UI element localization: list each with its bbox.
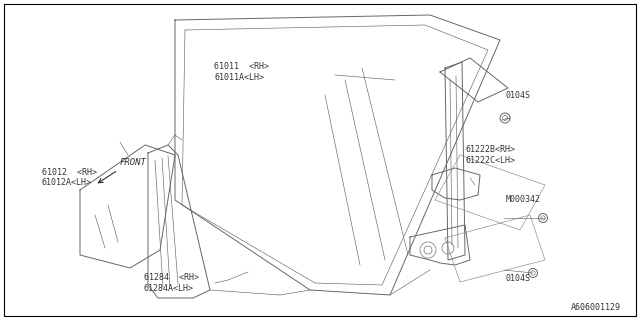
Text: M000342: M000342 xyxy=(506,196,541,204)
Text: 61284  <RH>
61284A<LH>: 61284 <RH> 61284A<LH> xyxy=(144,274,199,293)
Text: A606001129: A606001129 xyxy=(571,303,621,312)
Text: FRONT: FRONT xyxy=(120,158,147,167)
Text: 0104S: 0104S xyxy=(506,274,531,283)
Text: 61011  <RH>
61011A<LH>: 61011 <RH> 61011A<LH> xyxy=(214,62,269,82)
Text: 61222B<RH>
61222C<LH>: 61222B<RH> 61222C<LH> xyxy=(466,146,516,165)
Text: 61012  <RH>
61012A<LH>: 61012 <RH> 61012A<LH> xyxy=(42,168,97,187)
Text: 0104S: 0104S xyxy=(506,92,531,100)
